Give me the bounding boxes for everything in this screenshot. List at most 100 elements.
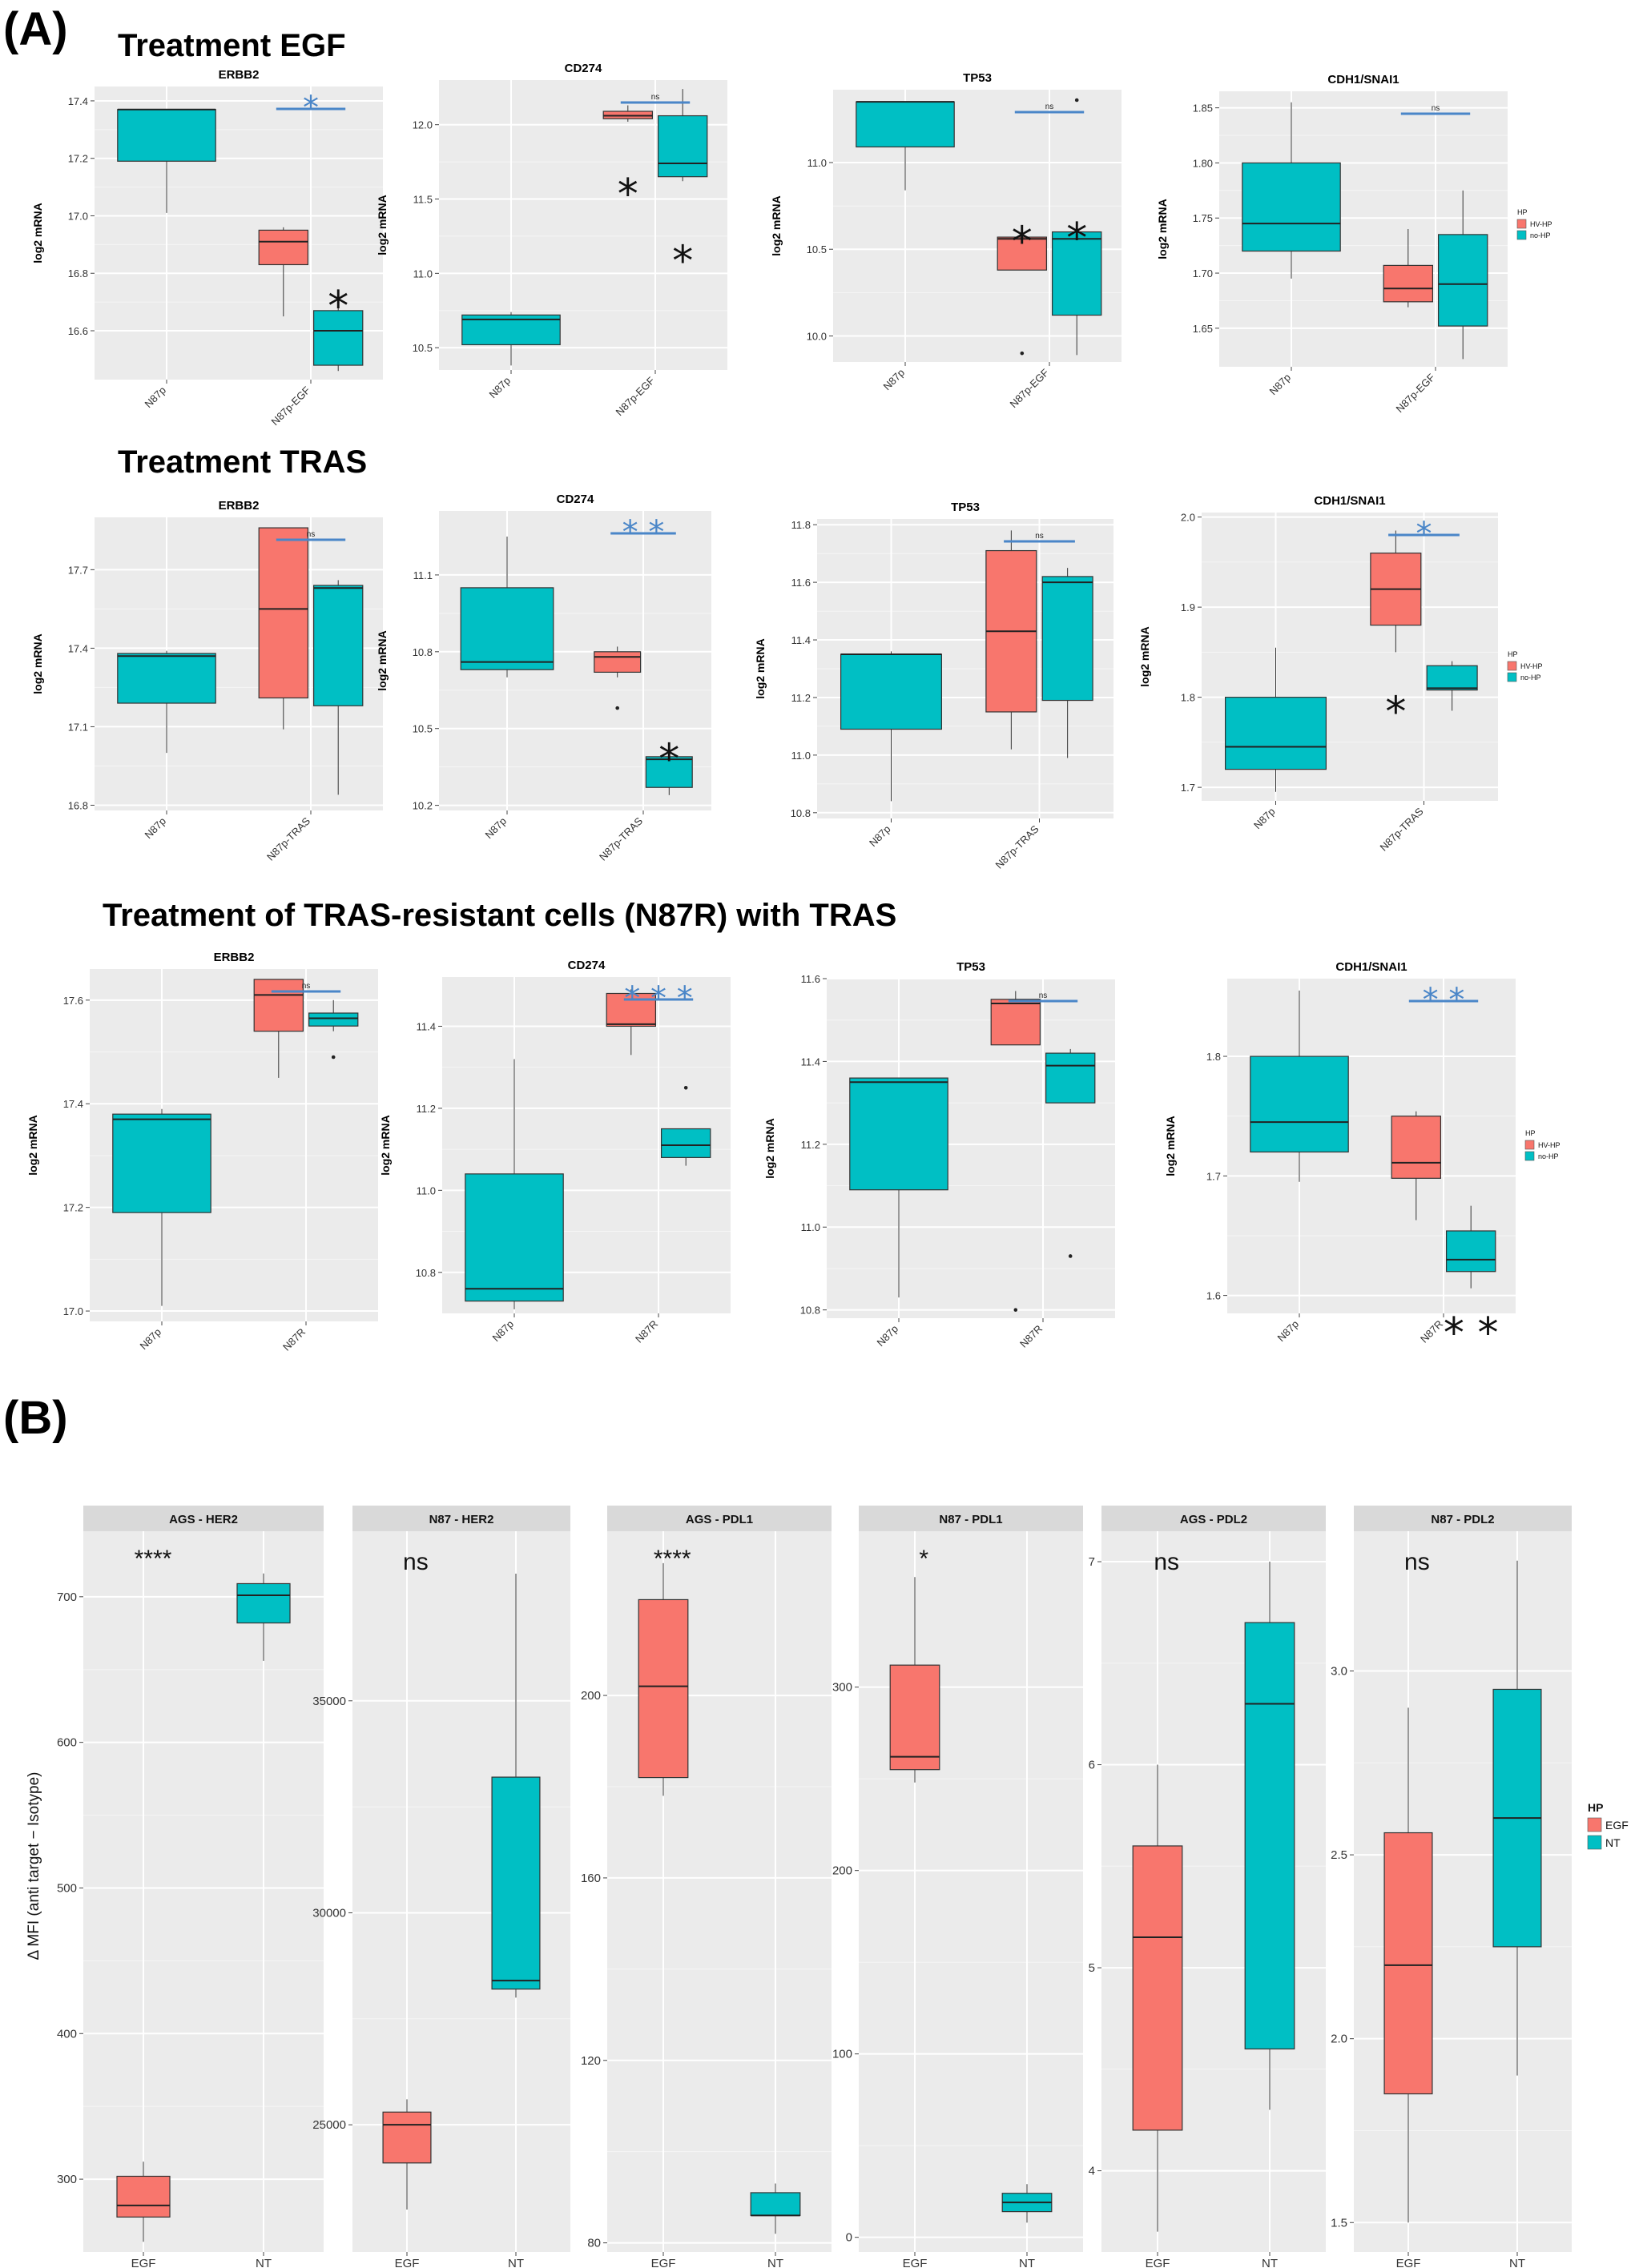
box-red (1383, 264, 1433, 303)
y-tick-label: 30000 (312, 1906, 346, 1920)
x-tick-label: N87p-TRAS (993, 822, 1041, 871)
significance-star: * * (1444, 1309, 1499, 1357)
y-tick-label: 2.5 (1331, 1848, 1347, 1862)
y-tick-label: 6 (1089, 1759, 1095, 1772)
chart-title: TP53 (951, 501, 980, 514)
significance-star: * (618, 171, 638, 219)
x-tick-label: N87p (143, 815, 169, 842)
chart-ags-pdl1: AGS - PDL1 80 120 160 200 EGF NT **** (581, 1506, 832, 2268)
x-tick-label: N87p (483, 815, 509, 842)
chart-erbb2-row0: 16.6 16.8 17.0 17.2 17.4 N87p N87p-EGF ERBB2 log… (31, 68, 383, 428)
chart-n87-pdl1: N87 - PDL1 0 100 200 300 EGF NT * (832, 1506, 1083, 2268)
plot-background (859, 1531, 1083, 2252)
charts-layer: 16.6 16.8 17.0 17.2 17.4 N87p N87p-EGF ERBB2 log… (26, 62, 1629, 2268)
significance-label: * (919, 1546, 928, 1572)
legend-label: NT (1605, 1836, 1621, 1849)
x-tick-label: N87p (490, 1318, 517, 1345)
x-tick-label: N87p-EGF (269, 384, 313, 428)
y-tick-label: 10.8 (800, 1305, 820, 1317)
box-red (889, 1664, 940, 1771)
box-teal (117, 653, 216, 704)
box-teal (849, 1077, 948, 1191)
y-tick-label: 11.6 (791, 577, 811, 589)
y-axis-label: log2 mRNA (1138, 626, 1151, 686)
significance-stars: * * (622, 514, 665, 551)
x-tick-label: NT (1509, 2257, 1525, 2268)
y-axis-label: log2 mRNA (1156, 199, 1169, 259)
significance-star: * (658, 735, 679, 783)
box-teal (657, 115, 708, 178)
legend-swatch (1587, 1835, 1602, 1850)
y-tick-label: 17.0 (63, 1305, 83, 1317)
x-tick-label: N87p (881, 367, 908, 393)
x-tick-label: EGF (395, 2257, 420, 2268)
box-teal (840, 653, 942, 730)
chart-cd274-row2: 10.8 11.0 11.2 11.4 N87p N87R CD274 log2 mRNA * … (379, 959, 731, 1345)
y-tick-label: 1.75 (1193, 212, 1213, 224)
box-teal (1426, 665, 1478, 691)
significance-label: ns (1432, 104, 1440, 113)
significance-label: ns (1035, 532, 1044, 541)
section-title-tras: Treatment TRAS (118, 444, 367, 480)
legend-swatch (1516, 219, 1527, 229)
y-axis-label: log2 mRNA (754, 638, 767, 698)
y-tick-label: 7 (1089, 1555, 1095, 1569)
y-tick-label: 10.5 (413, 342, 433, 354)
chart-ags-pdl2: AGS - PDL2 4 5 6 7 EGF NT ns (1089, 1506, 1326, 2268)
y-axis-label: log2 mRNA (376, 195, 389, 255)
y-tick-label: 1.7 (1206, 1170, 1221, 1182)
y-axis-label: log2 mRNA (376, 630, 389, 690)
facet-strip (83, 1506, 324, 1531)
y-tick-label: 4 (1089, 2165, 1095, 2178)
y-tick-label: 5 (1089, 1961, 1095, 1975)
legend-label: HV-HP (1520, 662, 1543, 670)
facet-title: AGS - PDL2 (1180, 1513, 1247, 1526)
outlier-point (1013, 1308, 1018, 1312)
y-tick-label: 11.2 (417, 1103, 436, 1115)
y-tick-label: 17.1 (68, 721, 88, 733)
y-tick-label: 120 (581, 2054, 601, 2068)
significance-label: ns (1404, 1549, 1430, 1575)
y-tick-label: 17.2 (63, 1202, 83, 1214)
chart-cd274-row1: 10.2 10.5 10.8 11.1 N87p N87p-TRAS CD274 log2 m… (376, 493, 711, 863)
significance-label: ns (302, 982, 311, 991)
y-tick-label: 3.0 (1331, 1664, 1347, 1678)
box-red (258, 527, 309, 699)
legend-title: HP (1508, 650, 1518, 658)
legend-swatch (1587, 1817, 1602, 1832)
y-tick-label: 700 (57, 1590, 77, 1604)
box-red (253, 979, 304, 1032)
significance-label: **** (135, 1546, 172, 1572)
box-teal (645, 756, 693, 788)
x-tick-label: N87p (875, 1323, 901, 1349)
box-teal (1445, 1230, 1496, 1273)
y-tick-label: 17.4 (68, 95, 88, 107)
legend-swatch (1507, 672, 1517, 682)
box-teal (491, 1776, 541, 1990)
y-tick-label: 10.8 (416, 1267, 436, 1279)
chart-ags-her2: AGS - HER2 300 400 500 600 700 EGF NT Δ MFI (ant… (26, 1506, 324, 2268)
legend-label: no-HP (1530, 231, 1551, 239)
box-red (1391, 1116, 1441, 1179)
y-tick-label: 1.80 (1193, 157, 1213, 169)
box-teal (1242, 162, 1341, 252)
x-tick-label: EGF (1146, 2257, 1170, 2268)
box-teal (660, 1128, 711, 1158)
box-red (1383, 1832, 1433, 2095)
x-tick-label: N87p-EGF (1008, 366, 1052, 410)
y-tick-label: 2.0 (1331, 2033, 1347, 2046)
outlier-point (615, 706, 619, 710)
y-tick-label: 10.0 (807, 331, 827, 343)
box-teal (313, 310, 364, 366)
y-axis-label: log2 mRNA (26, 1115, 39, 1175)
y-tick-label: 10.5 (807, 243, 827, 255)
y-tick-label: 35000 (312, 1695, 346, 1708)
chart-n87-pdl2: N87 - PDL2 1.5 2.0 2.5 3.0 EGF NT ns (1331, 1506, 1572, 2268)
significance-stars: * (1416, 516, 1432, 553)
y-tick-label: 1.8 (1181, 692, 1195, 704)
panel-b-label: (B) (3, 1392, 68, 1444)
y-tick-label: 16.8 (68, 799, 88, 811)
y-tick-label: 16.6 (68, 325, 88, 337)
facet-title: AGS - PDL1 (686, 1513, 753, 1526)
